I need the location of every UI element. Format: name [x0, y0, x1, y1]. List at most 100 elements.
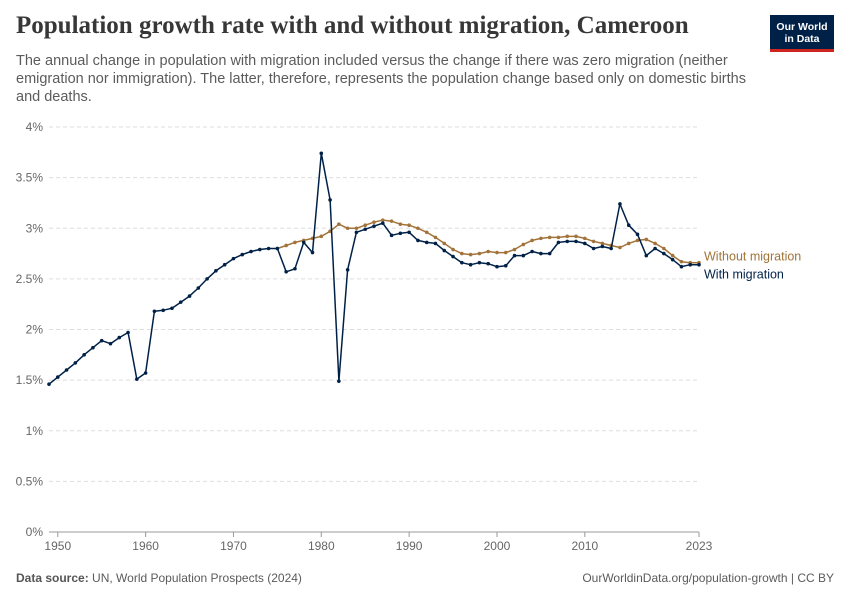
data-point: [600, 241, 605, 246]
data-point: [512, 247, 517, 252]
data-point: [556, 235, 561, 240]
data-point: [354, 226, 359, 231]
x-tick-label: 1960: [132, 539, 159, 553]
data-point: [495, 250, 499, 255]
x-tick-label: 1980: [308, 539, 335, 553]
data-point: [372, 224, 376, 229]
data-point: [495, 264, 499, 269]
data-point: [574, 239, 578, 244]
data-point: [609, 246, 613, 251]
x-tick-label: 1990: [396, 539, 423, 553]
x-tick-label: 2000: [484, 539, 511, 553]
data-point: [618, 245, 622, 250]
data-point: [363, 227, 368, 232]
data-point: [653, 241, 657, 246]
data-point: [178, 300, 183, 304]
data-point: [503, 250, 508, 255]
data-point: [521, 253, 526, 258]
axes: 0% 0.5% 1% 1.5% 2% 2.5% 3% 3.5% 4% 1950 1960 1970 19…: [16, 120, 713, 553]
chart-title: Population growth rate with and without …: [16, 12, 689, 39]
data-point: [530, 238, 534, 243]
y-tick-label: 1%: [26, 424, 44, 438]
data-point: [222, 262, 227, 267]
data-point: [600, 244, 605, 249]
data-point: [583, 241, 587, 246]
data-point: [398, 231, 403, 236]
source-label: Data source:: [16, 571, 89, 585]
data-point: [653, 246, 657, 251]
data-point: [539, 236, 543, 241]
data-point: [319, 151, 324, 156]
data-point: [284, 269, 288, 274]
owid-logo[interactable]: Our World in Data: [770, 15, 834, 52]
data-point: [91, 345, 95, 350]
data-point: [530, 249, 534, 254]
data-point: [521, 242, 526, 247]
data-point: [424, 240, 429, 245]
logo-line-1: Our World: [776, 21, 828, 33]
data-point: [442, 248, 447, 253]
data-point: [354, 230, 359, 235]
data-point: [205, 277, 209, 281]
data-point: [214, 268, 218, 273]
data-point: [310, 250, 315, 255]
data-point: [152, 309, 157, 314]
y-tick-label: 3.5%: [16, 171, 44, 185]
data-point: [574, 234, 578, 239]
data-point: [635, 238, 640, 243]
data-point: [143, 371, 148, 375]
data-point: [618, 202, 622, 206]
data-point: [547, 251, 552, 256]
source-text[interactable]: UN, World Population Prospects (2024): [92, 571, 302, 585]
data-point: [644, 237, 649, 242]
footer-url[interactable]: OurWorldinData.org/population-growth | C…: [582, 571, 834, 585]
data-point: [196, 286, 201, 290]
data-point: [644, 253, 649, 258]
data-point: [433, 241, 438, 246]
data-point: [424, 230, 429, 235]
data-point: [345, 267, 350, 272]
y-tick-label: 0%: [26, 525, 44, 539]
chart-subtitle: The annual change in population with mig…: [16, 53, 746, 105]
data-point: [284, 243, 288, 248]
footer-source: Data source: UN, World Population Prospe…: [16, 571, 302, 585]
data-point: [539, 251, 543, 256]
data-point: [337, 379, 341, 383]
data-point: [372, 220, 376, 224]
data-point: [433, 235, 438, 240]
x-tick-label: 2010: [571, 539, 598, 553]
data-point: [468, 252, 473, 257]
x-tick-label: 1950: [44, 539, 71, 553]
data-point: [99, 338, 104, 343]
data-point: [135, 377, 139, 381]
data-point: [670, 257, 675, 262]
data-point: [345, 226, 350, 231]
data-point: [583, 236, 587, 241]
y-tick-label: 1.5%: [16, 373, 44, 387]
data-point: [591, 246, 596, 251]
y-tick-label: 2%: [26, 323, 44, 337]
data-point: [662, 246, 666, 251]
series-lines: [47, 151, 701, 386]
data-point: [187, 294, 192, 298]
data-point: [293, 240, 297, 245]
series-line: [48, 152, 699, 385]
logo-line-2: in Data: [784, 33, 820, 45]
data-point: [503, 263, 508, 268]
data-point: [451, 247, 455, 252]
series-line: [277, 219, 699, 264]
data-point: [565, 234, 570, 239]
x-tick-label: 2023: [686, 539, 713, 553]
data-point: [626, 241, 631, 246]
data-point: [319, 234, 324, 239]
data-point: [556, 240, 561, 245]
data-point: [47, 382, 51, 386]
data-point: [547, 235, 552, 240]
data-point: [231, 256, 236, 261]
data-point: [126, 330, 130, 335]
data-point: [328, 198, 332, 202]
data-point: [460, 251, 464, 256]
grid-lines: [49, 126, 699, 482]
data-point: [363, 223, 368, 228]
data-point: [442, 241, 447, 246]
